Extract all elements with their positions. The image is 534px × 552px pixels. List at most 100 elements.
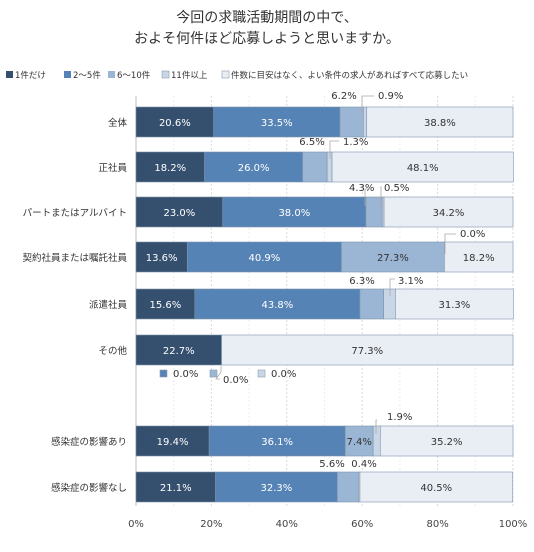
bar-segment	[344, 425, 374, 457]
value-label: 15.6%	[150, 300, 182, 311]
x-tick-label: 100%	[499, 519, 528, 530]
value-label: 38.0%	[278, 208, 310, 219]
value-label: 18.2%	[463, 253, 495, 264]
zero-value-marker	[257, 369, 266, 378]
bar-segment	[186, 241, 342, 273]
bar-segment	[359, 288, 384, 320]
leader-line	[215, 366, 222, 380]
bar-segment	[208, 425, 346, 457]
value-labels: 20.6% 33.5% 6.2% 0.9% 38.8% 18.2% 26.0% 6.5% 1.3…	[146, 91, 495, 494]
value-label: 3.1%	[398, 276, 423, 287]
category-label: 正社員	[98, 162, 127, 174]
value-label: 0.9%	[378, 91, 403, 102]
leader-line	[389, 278, 395, 296]
value-label: 18.2%	[154, 163, 186, 174]
legend-swatch	[64, 71, 71, 78]
value-label: 40.9%	[248, 253, 280, 264]
value-label: 26.0%	[238, 163, 270, 174]
chart-title-line: およそ何件ほど応募しようと思いますか。	[134, 31, 400, 47]
bar-segment	[383, 288, 396, 320]
value-label: 7.4%	[346, 437, 371, 448]
value-label: 0.0%	[173, 369, 198, 380]
category-label: パートまたはアルバイト	[23, 208, 127, 219]
value-label: 1.3%	[343, 137, 368, 148]
category-label: 感染症の影響あり	[51, 436, 127, 448]
value-label: 20.6%	[159, 118, 191, 129]
x-tick-label: 0%	[128, 519, 144, 530]
bar-segment	[339, 106, 364, 138]
x-tick-label: 40%	[276, 519, 298, 530]
value-label: 21.1%	[160, 483, 192, 494]
value-label: 5.6%	[319, 459, 344, 470]
bar-segment	[135, 288, 196, 320]
bar-segment	[221, 334, 514, 366]
legend-label: 1件だけ	[15, 70, 46, 81]
category-label: 感染症の影響なし	[51, 482, 127, 494]
category-labels: 全体正社員パートまたはアルバイト契約社員または嘱託社員派遣社員その他感染症の影響…	[22, 117, 127, 494]
bar-segment	[372, 425, 381, 457]
category-label: 契約社員または嘱託社員	[22, 252, 127, 264]
bar-segment	[204, 151, 303, 183]
leader-line	[329, 140, 339, 159]
value-label: 0.5%	[384, 183, 409, 194]
zero-value-marker	[159, 369, 168, 378]
value-label: 1.9%	[387, 412, 412, 423]
bar-segment	[135, 106, 214, 138]
value-label: 36.1%	[261, 437, 293, 448]
value-label: 0.0%	[271, 369, 296, 380]
x-tick-label: 60%	[351, 519, 373, 530]
value-label: 31.3%	[438, 300, 470, 311]
x-tick-label: 80%	[426, 519, 448, 530]
leader-line	[361, 95, 374, 114]
x-axis-ticks: 0% 20% 40% 60% 80% 100%	[128, 519, 527, 530]
value-label: 6.3%	[349, 276, 374, 287]
value-label: 0.0%	[460, 229, 485, 240]
legend-label: 6～10件	[117, 70, 151, 81]
bar-segment	[395, 288, 514, 320]
bar-segment	[302, 151, 328, 183]
bar-segment	[135, 151, 205, 183]
bar-segment	[135, 334, 222, 366]
leader-line	[380, 186, 382, 206]
legend-label: 11件以上	[171, 70, 208, 81]
bar-segment	[215, 471, 338, 503]
leader-line	[364, 188, 368, 206]
value-label: 22.7%	[163, 346, 195, 357]
legend-swatch	[161, 70, 170, 79]
value-label: 48.1%	[407, 163, 439, 174]
value-label: 35.2%	[431, 437, 463, 448]
legend-swatch	[108, 71, 115, 78]
zero-value-marker	[209, 369, 218, 378]
value-label: 6.5%	[299, 137, 324, 148]
bar-segment	[194, 288, 361, 320]
legend-label: 2～5件	[73, 70, 101, 81]
leader-line	[375, 419, 377, 434]
bar-segment	[359, 471, 513, 503]
value-label: 6.2%	[331, 91, 356, 102]
bar-segment	[222, 196, 367, 228]
value-label: 38.8%	[424, 118, 456, 129]
value-label: 19.4%	[157, 437, 189, 448]
value-label: 4.3%	[349, 183, 374, 194]
bar-segment	[363, 106, 368, 138]
category-label: その他	[98, 345, 127, 357]
chart-title: 今回の求職活動期間の中で、およそ何件ほど応募しようと思いますか。	[134, 10, 400, 47]
bar-segment	[444, 241, 514, 273]
bar-segment	[365, 196, 383, 228]
bar-segment	[135, 196, 224, 228]
x-tick-label: 20%	[200, 519, 222, 530]
value-label: 0.4%	[351, 459, 376, 470]
legend-label: 件数に目安はなく、よい条件の求人があればすべて応募したい	[231, 70, 468, 81]
value-label: 23.0%	[163, 208, 195, 219]
value-label: 77.3%	[351, 346, 383, 357]
bar-segment	[213, 106, 341, 138]
value-label: 34.2%	[433, 208, 465, 219]
value-label: 0.0%	[223, 375, 248, 386]
bar-segment	[383, 196, 514, 228]
bar-segment	[366, 106, 514, 138]
bar-segment	[379, 425, 514, 457]
bar-segment	[135, 241, 188, 273]
bar-segment	[341, 241, 445, 273]
legend: 1件だけ 2～5件 6～10件 11件以上 件数に目安はなく、よい条件の求人があればすべ…	[6, 70, 468, 81]
value-label: 32.3%	[261, 483, 293, 494]
